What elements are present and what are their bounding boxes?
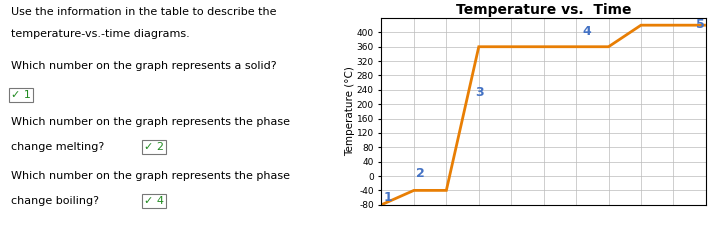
Text: 4: 4 [583, 25, 591, 38]
Text: Use the information in the table to describe the: Use the information in the table to desc… [11, 7, 277, 17]
Text: change melting?: change melting? [11, 142, 112, 152]
Text: 2: 2 [416, 166, 424, 180]
Text: change boiling?: change boiling? [11, 196, 106, 206]
Text: temperature-vs.-time diagrams.: temperature-vs.-time diagrams. [11, 29, 190, 39]
Text: ✓ 4: ✓ 4 [143, 196, 163, 206]
Text: 1: 1 [383, 191, 392, 204]
Text: Which number on the graph represents the phase: Which number on the graph represents the… [11, 171, 290, 181]
Y-axis label: Temperature (°C): Temperature (°C) [345, 66, 355, 156]
Text: Which number on the graph represents a solid?: Which number on the graph represents a s… [11, 61, 277, 71]
Text: 3: 3 [476, 86, 484, 99]
Text: Which number on the graph represents the phase: Which number on the graph represents the… [11, 117, 290, 127]
Title: Temperature vs.  Time: Temperature vs. Time [456, 3, 632, 17]
Text: ✓ 2: ✓ 2 [143, 142, 163, 152]
Text: 5: 5 [696, 18, 705, 31]
Text: ✓ 1: ✓ 1 [11, 90, 31, 100]
